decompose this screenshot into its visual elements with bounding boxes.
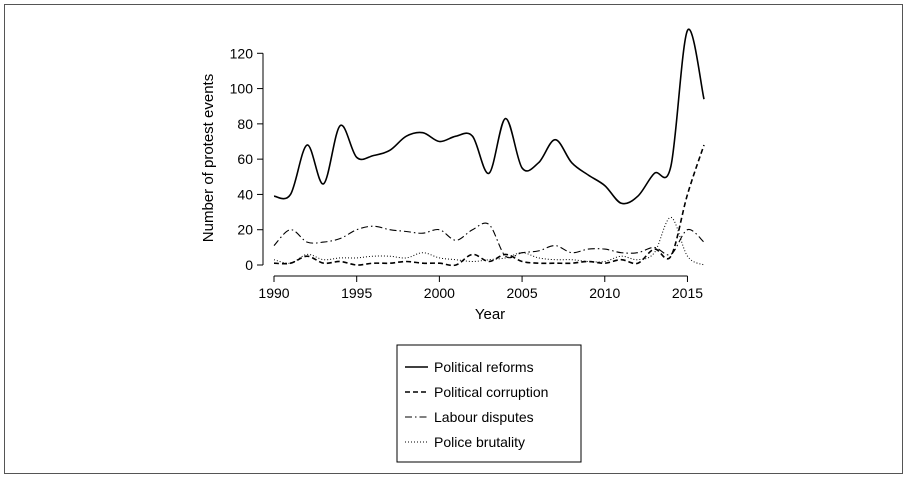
y-axis: 0 20 40 60 80 100 120: [230, 45, 264, 273]
x-tick-label: 2010: [589, 285, 620, 301]
series-line-police-brutality: [273, 216, 705, 266]
legend-label: Political reforms: [434, 359, 534, 375]
series-line-political-reforms: [273, 28, 705, 205]
x-axis-label: Year: [475, 306, 505, 323]
y-tick-label: 120: [230, 45, 254, 61]
y-tick-label: 40: [237, 186, 253, 202]
legend-label: Labour disputes: [434, 409, 534, 425]
y-tick-label: 80: [237, 116, 253, 132]
y-tick-label: 60: [237, 151, 253, 167]
series-line-labour-disputes: [273, 222, 705, 259]
x-tick-label: 1990: [258, 285, 289, 301]
y-tick-label: 100: [230, 81, 254, 97]
x-tick-label: 2000: [424, 285, 455, 301]
y-tick-label: 20: [237, 222, 253, 238]
y-axis-label: Number of protest events: [200, 74, 217, 242]
legend: Political reforms Political corruption Lab…: [396, 344, 582, 463]
legend-label: Political corruption: [434, 384, 548, 400]
legend-box: [396, 344, 582, 463]
x-axis: 1990 1995 2000 2005 2010 2015: [258, 275, 703, 301]
x-tick-label: 2005: [506, 285, 537, 301]
legend-label: Police brutality: [434, 434, 525, 450]
plot-lines: [273, 28, 705, 267]
series-line-political-corruption: [273, 144, 705, 267]
y-tick-label: 0: [245, 257, 253, 273]
x-tick-label: 1995: [341, 285, 372, 301]
x-tick-label: 2015: [672, 285, 703, 301]
